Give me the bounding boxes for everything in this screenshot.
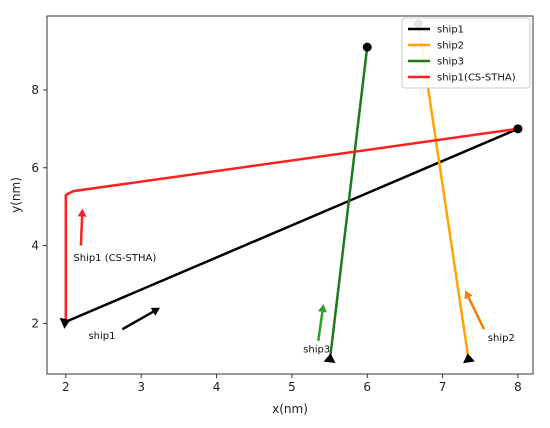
annotation-layer: ship1 ship2 ship3 Ship1 (CS-STHA) — [73, 208, 515, 356]
y-axis: 2 4 6 8 — [31, 83, 47, 330]
annotation-arrow-head — [317, 304, 327, 313]
annotation-arrow-shaft — [79, 216, 84, 246]
start-marker-ship1 — [59, 317, 71, 329]
annotation-label: ship1 — [88, 331, 115, 342]
annotation-arrow-head — [150, 307, 160, 316]
annotation-label: ship3 — [303, 345, 330, 356]
x-tick-label: 4 — [213, 380, 221, 394]
x-tick-label: 5 — [288, 380, 296, 394]
annotation-arrow-head — [77, 208, 87, 217]
annotation-arrow-shaft — [317, 311, 324, 342]
annotation-arrow-head — [464, 290, 473, 300]
legend-label: ship1 — [437, 25, 464, 36]
x-tick-label: 7 — [439, 380, 447, 394]
annotation-arrow-shaft — [467, 296, 486, 330]
y-tick-label: 8 — [31, 83, 39, 97]
annotation-label: Ship1 (CS-STHA) — [73, 253, 156, 264]
annotation-label: ship2 — [488, 333, 515, 344]
start-marker-ship2 — [463, 353, 475, 364]
legend: ship1 ship2 ship3 ship1(CS-STHA) — [401, 17, 531, 89]
series-line-ship3 — [328, 46, 369, 363]
legend-box — [401, 17, 531, 89]
series-layer — [61, 23, 519, 363]
x-axis-label: x(nm) — [272, 402, 308, 416]
x-tick-label: 6 — [363, 380, 371, 394]
y-tick-label: 4 — [31, 239, 39, 253]
annotation-arrow-shaft — [121, 310, 154, 331]
x-tick-label: 3 — [137, 380, 145, 394]
y-tick-label: 6 — [31, 161, 39, 175]
series-line-ship1-cs-stha — [64, 127, 519, 324]
x-axis: 2 3 4 5 6 7 8 — [62, 374, 522, 394]
start-marker-ship3 — [323, 353, 336, 363]
series-line-ship1 — [61, 127, 519, 325]
y-tick-label: 2 — [31, 316, 39, 330]
end-marker-ship1 — [513, 124, 523, 134]
legend-label: ship1(CS-STHA) — [437, 73, 516, 84]
end-marker-ship3 — [362, 42, 372, 52]
y-axis-label: y(nm) — [9, 177, 23, 213]
legend-label: ship3 — [437, 57, 464, 68]
legend-label: ship2 — [437, 41, 464, 52]
x-tick-label: 8 — [514, 380, 522, 394]
x-tick-label: 2 — [62, 380, 70, 394]
